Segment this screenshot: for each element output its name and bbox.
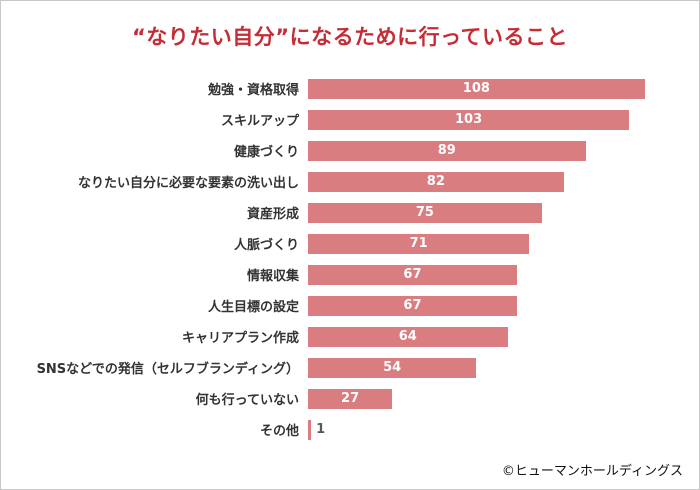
category-label: キャリアプラン作成 [181,331,299,346]
chart-title: “なりたい自分”になるために行っていること [131,25,569,49]
bar [308,419,312,440]
bar-area: 71 [308,233,651,254]
bar: 67 [308,295,517,316]
bar: 64 [308,326,508,347]
value-label: 64 [398,329,417,344]
bar: 75 [308,202,542,223]
bar-area: 103 [308,109,651,130]
bar-row: SNSなどでの発信（セルフブランディング） 54 [1,352,651,383]
bar-row: 健康づくり 89 [1,135,651,166]
bar-area: 54 [308,357,651,378]
copyright-text: ©ヒューマンホールディングス [501,464,683,479]
bar: 108 [308,78,645,99]
category-label: 勉強・資格取得 [207,83,299,98]
category-label: スキルアップ [220,114,299,129]
bar-area: 67 [308,264,651,285]
bar: 89 [308,140,586,161]
bar: 67 [308,264,517,285]
bar: 27 [308,388,393,409]
value-label: 71 [409,236,428,251]
bar-area: 27 [308,388,651,409]
category-label: その他 [259,424,299,439]
bar-row: 情報収集 67 [1,259,651,290]
value-label: 54 [383,360,402,375]
category-label: 資産形成 [246,207,299,222]
bar-area: 67 [308,295,651,316]
bar-row: なりたい自分に必要な要素の洗い出し 82 [1,166,651,197]
bar-row: スキルアップ 103 [1,104,651,135]
value-label: 1 [316,422,326,437]
bar-row: 勉強・資格取得 108 [1,73,651,104]
value-label: 103 [455,112,483,127]
bar: 71 [308,233,530,254]
category-label: 健康づくり [233,145,299,160]
value-label: 75 [415,205,434,220]
value-label: 67 [403,267,422,282]
category-label: SNSなどでの発信（セルフブランディング） [36,362,299,377]
category-label: 人脈づくり [233,238,299,253]
bar-row: 資産形成 75 [1,197,651,228]
bar-row: 人脈づくり 71 [1,228,651,259]
bar-chart: 勉強・資格取得 108 スキルアップ 103 健康づくり 89 なりたい自分に必要な要素の洗… [1,73,699,445]
bar-row: 人生目標の設定 67 [1,290,651,321]
bar-area: 1 [308,419,651,440]
category-label: なりたい自分に必要な要素の洗い出し [77,176,299,191]
bar-area: 89 [308,140,651,161]
value-label: 89 [437,143,456,158]
bar-area: 82 [308,171,651,192]
bar-area: 75 [308,202,651,223]
category-label: 人生目標の設定 [207,300,299,315]
value-label: 27 [341,391,360,406]
bar: 103 [308,109,630,130]
bar-row: キャリアプラン作成 64 [1,321,651,352]
value-label: 67 [403,298,422,313]
bar: 54 [308,357,477,378]
bar-area: 108 [308,78,651,99]
bar-row: その他 1 [1,414,651,445]
category-label: 何も行っていない [195,393,299,408]
bar: 82 [308,171,564,192]
value-label: 82 [426,174,445,189]
value-label: 108 [462,81,490,96]
category-label: 情報収集 [246,269,299,284]
bar-row: 何も行っていない 27 [1,383,651,414]
bar-area: 64 [308,326,651,347]
